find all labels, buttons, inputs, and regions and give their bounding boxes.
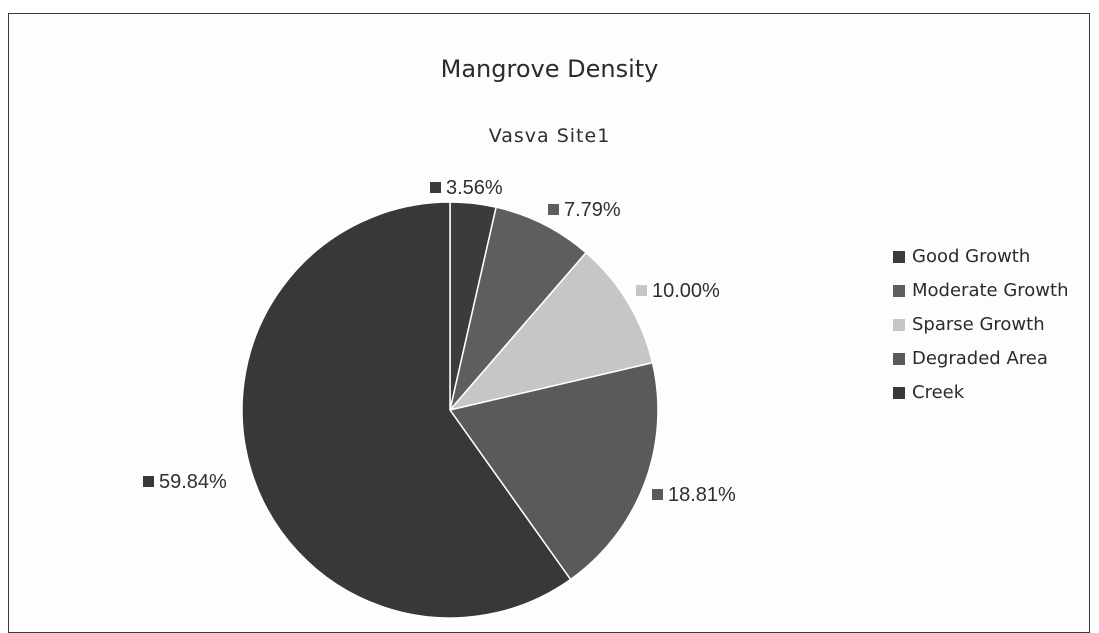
- legend-item-creek: Creek: [893, 381, 1068, 404]
- data-label-text: 59.84%: [159, 471, 227, 493]
- legend-item-sparse-growth: Sparse Growth: [893, 313, 1068, 336]
- legend-label: Good Growth: [912, 246, 1030, 267]
- legend-label: Creek: [912, 382, 964, 403]
- data-label-marker: [548, 204, 559, 215]
- data-label-moderate-growth: 7.79%: [548, 199, 621, 221]
- data-label-marker: [430, 182, 441, 193]
- legend-label: Moderate Growth: [912, 280, 1068, 301]
- legend-item-degraded-area: Degraded Area: [893, 347, 1068, 370]
- legend-label: Sparse Growth: [912, 314, 1045, 335]
- legend-item-moderate-growth: Moderate Growth: [893, 279, 1068, 302]
- chart-legend: Good Growth Moderate Growth Sparse Growth D…: [893, 245, 1068, 415]
- legend-swatch: [893, 319, 905, 331]
- data-label-sparse-growth: 10.00%: [636, 280, 720, 302]
- data-label-marker: [636, 285, 647, 296]
- data-label-text: 18.81%: [668, 484, 736, 506]
- data-label-degraded-area: 18.81%: [652, 484, 736, 506]
- legend-label: Degraded Area: [912, 348, 1048, 369]
- legend-swatch: [893, 251, 905, 263]
- legend-item-good-growth: Good Growth: [893, 245, 1068, 268]
- data-label-creek: 59.84%: [143, 471, 227, 493]
- data-label-text: 7.79%: [564, 199, 621, 221]
- legend-swatch: [893, 387, 905, 399]
- data-label-text: 10.00%: [652, 280, 720, 302]
- data-label-good-growth: 3.56%: [430, 177, 503, 199]
- legend-swatch: [893, 353, 905, 365]
- data-label-marker: [652, 489, 663, 500]
- data-label-text: 3.56%: [446, 177, 503, 199]
- data-label-marker: [143, 476, 154, 487]
- legend-swatch: [893, 285, 905, 297]
